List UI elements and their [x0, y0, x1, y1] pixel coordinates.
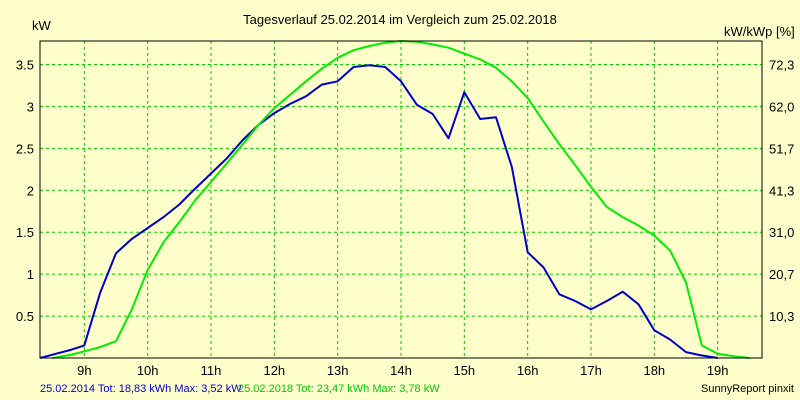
footer-series1: 25.02.2014 Tot: 18,83 kWh Max: 3,52 kW — [40, 383, 242, 395]
y2-tick-label: 51,7 — [769, 141, 794, 156]
x-tick-label: 18h — [643, 363, 665, 378]
x-tick-label: 14h — [390, 363, 412, 378]
y2-tick-label: 62,0 — [769, 99, 794, 114]
y-tick-label: 0.5 — [16, 309, 34, 324]
y-axis-label: kW — [32, 18, 52, 33]
x-tick-label: 13h — [327, 363, 349, 378]
x-tick-label: 16h — [517, 363, 539, 378]
x-tick-label: 10h — [137, 363, 159, 378]
x-tick-label: 11h — [201, 363, 222, 378]
y2-tick-label: 41,3 — [769, 183, 794, 198]
y-tick-label: 1 — [27, 267, 34, 282]
y-tick-label: 3 — [27, 99, 34, 114]
y2-axis-label: kW/kWp [%] — [724, 24, 795, 39]
y2-tick-label: 31,0 — [769, 225, 794, 240]
y-tick-label: 1.5 — [16, 225, 34, 240]
series-line-1 — [39, 64, 718, 359]
footer-series2: 25.02.2018 Tot: 23,47 kWh Max: 3,78 kW — [238, 383, 440, 395]
plot-frame — [39, 40, 763, 359]
x-tick-label: 12h — [263, 363, 285, 378]
footer-credit: SunnyReport pinxit — [701, 383, 794, 395]
y2-tick-label: 72,3 — [769, 57, 794, 72]
y-tick-label: 3.5 — [16, 57, 34, 72]
grid-layer — [40, 41, 762, 358]
y2-tick-labels: 10,3 20,7 31,0 41,3 51,7 62,0 72,3 — [769, 57, 794, 324]
x-tick-labels: 9h 10h 11h 12h 13h 14h 15h 16h 17h 18h 19h — [77, 363, 728, 378]
y2-tick-label: 20,7 — [769, 267, 794, 282]
y2-tick-label: 10,3 — [769, 309, 794, 324]
x-tick-label: 9h — [77, 363, 91, 378]
x-tick-label: 15h — [453, 363, 475, 378]
y-tick-label: 2.5 — [16, 141, 34, 156]
chart-title: Tagesverlauf 25.02.2014 im Vergleich zum… — [243, 12, 557, 27]
x-tick-label: 19h — [707, 363, 729, 378]
y-tick-labels: 0.5 1 1.5 2 2.5 3 3.5 — [16, 57, 34, 324]
x-tick-label: 17h — [580, 363, 602, 378]
y-tick-label: 2 — [27, 183, 34, 198]
